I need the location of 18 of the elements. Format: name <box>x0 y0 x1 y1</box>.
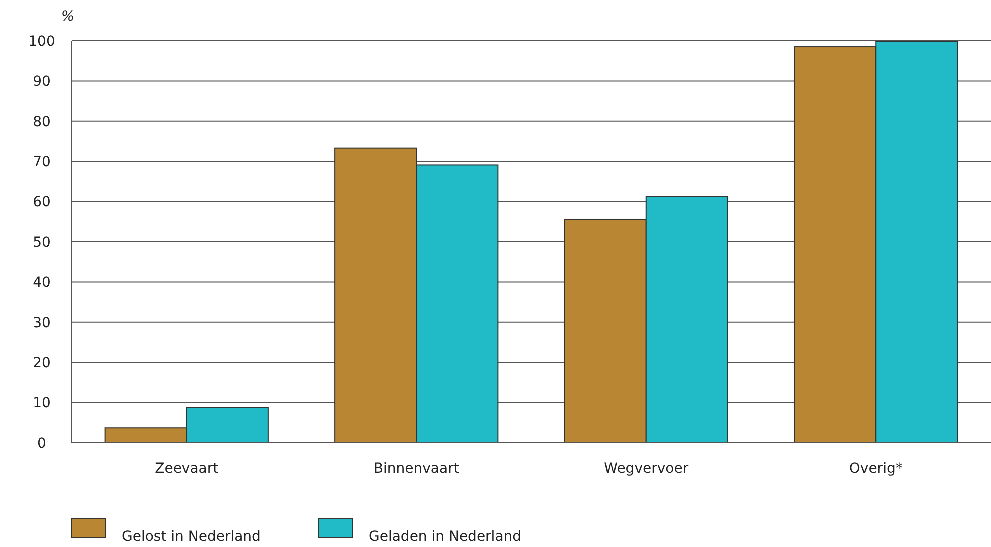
legend-label: Geladen in Nederland <box>369 528 522 545</box>
y-tick-label: 100 <box>28 34 56 50</box>
y-tick-label: 70 <box>33 154 51 170</box>
x-tick-label: Overig* <box>849 461 903 477</box>
y-tick-label: 30 <box>33 315 51 332</box>
y-tick-label: 20 <box>33 356 51 372</box>
x-tick-label: Binnenvaart <box>374 461 460 477</box>
y-tick-label: 80 <box>33 114 51 130</box>
y-tick-label: 40 <box>33 275 51 292</box>
y-tick-label: 90 <box>33 74 51 90</box>
y-tick-label: 10 <box>33 396 51 412</box>
y-axis-title: % <box>61 9 75 25</box>
x-tick-label: Zeevaart <box>155 461 220 477</box>
x-tick-label: Wegvervoer <box>604 461 689 477</box>
y-tick-label: 60 <box>33 194 51 211</box>
legend-label: Gelost in Nederland <box>122 528 261 545</box>
y-tick-label: 0 <box>38 436 46 452</box>
y-tick-label: 50 <box>33 234 51 251</box>
